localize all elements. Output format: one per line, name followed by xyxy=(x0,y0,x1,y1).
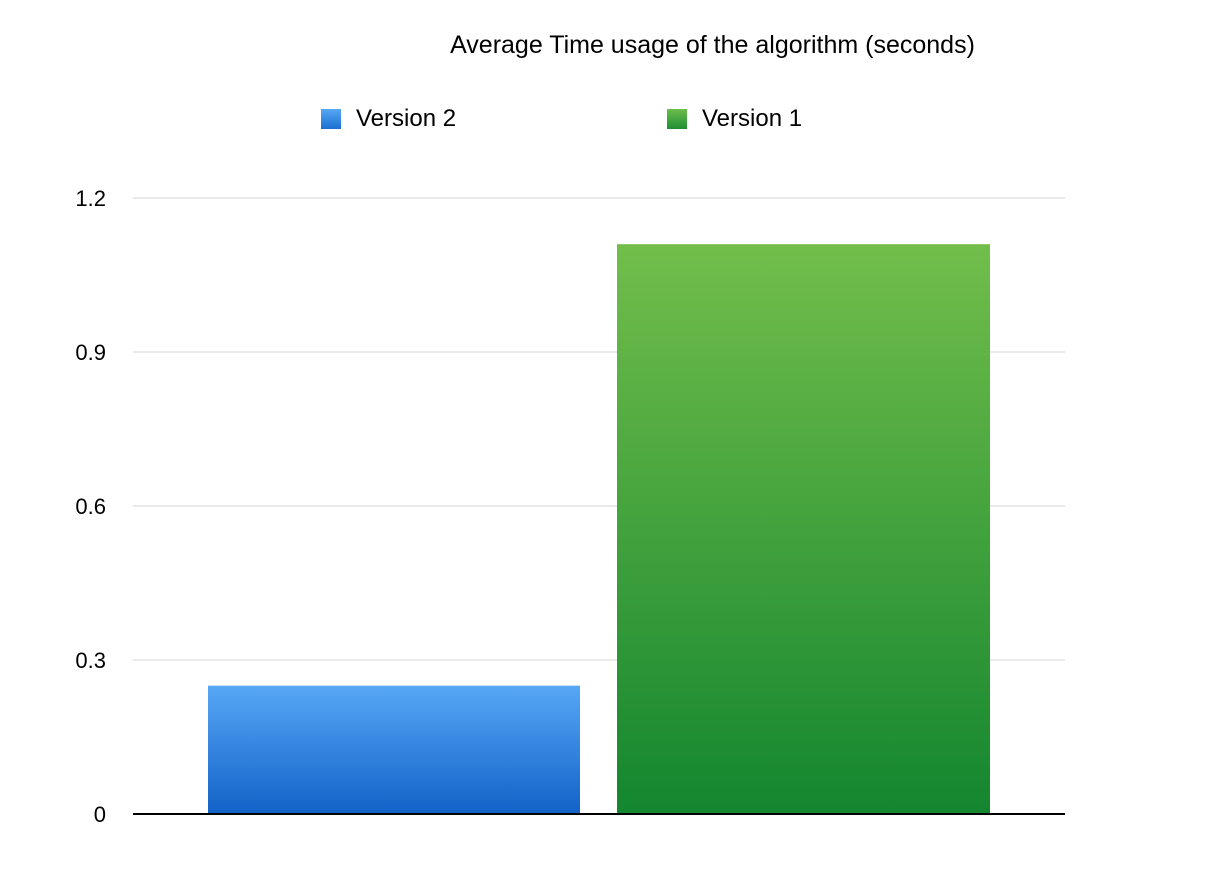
bars xyxy=(208,244,990,814)
y-tick-label: 0.9 xyxy=(75,340,106,365)
legend-label-version-1: Version 1 xyxy=(702,105,803,132)
chart-title: Average Time usage of the algorithm (sec… xyxy=(450,31,975,59)
y-tick-label: 0 xyxy=(94,802,106,827)
bar-version-1 xyxy=(617,244,990,814)
y-tick-label: 1.2 xyxy=(75,186,106,211)
y-tick-label: 0.3 xyxy=(75,648,106,673)
legend-item-version-1: Version 1 xyxy=(667,104,802,134)
legend-swatch-green-icon xyxy=(667,109,687,129)
bar-version-2 xyxy=(208,685,580,814)
legend-swatch-blue-icon xyxy=(321,109,341,129)
legend-item-version-2: Version 2 xyxy=(321,104,456,134)
axes: 0 0.3 0.6 0.9 1.2 xyxy=(75,186,1065,827)
legend-label-version-2: Version 2 xyxy=(356,105,457,132)
y-tick-label: 0.6 xyxy=(75,494,106,519)
